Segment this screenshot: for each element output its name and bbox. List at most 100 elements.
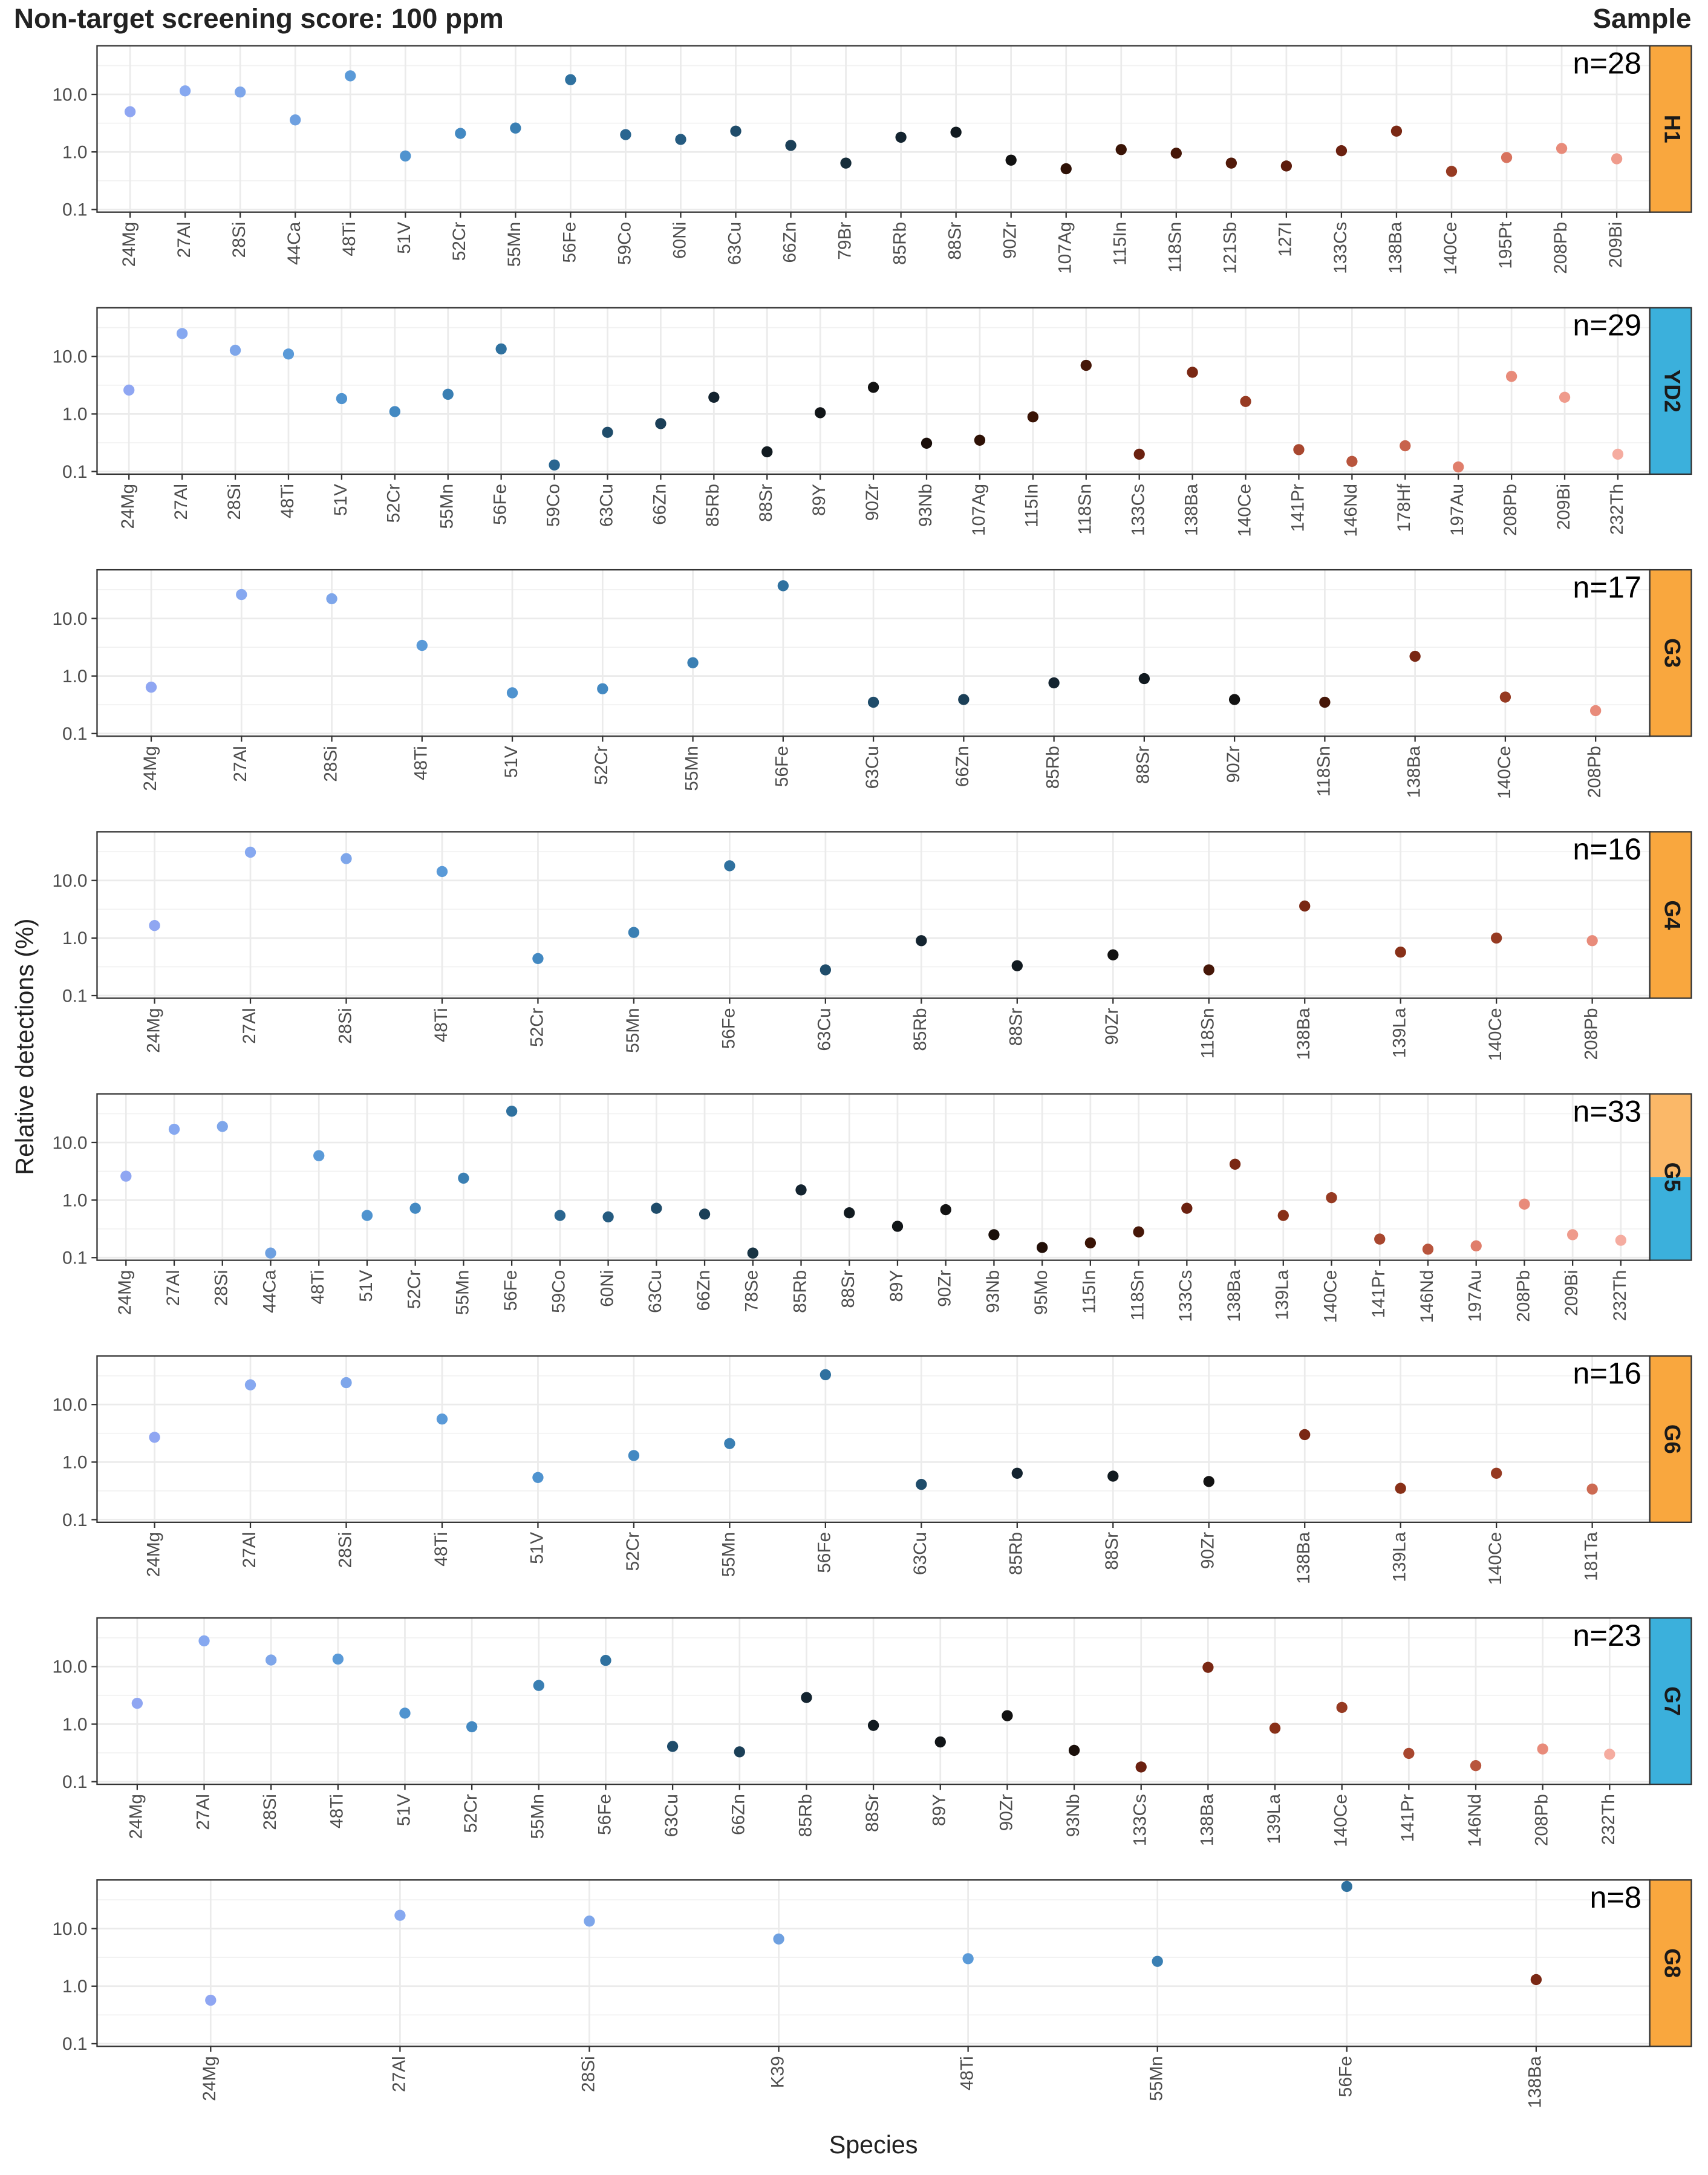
strip-border	[1649, 307, 1692, 475]
x-tick-label: 63Cu	[645, 1270, 665, 1313]
point	[597, 683, 608, 694]
point	[667, 1741, 679, 1752]
point	[506, 1106, 518, 1117]
x-tick-label: 93Nb	[983, 1270, 1003, 1313]
point	[1336, 1701, 1348, 1714]
x-tick-label: 208Pb	[1582, 1008, 1602, 1060]
x-tick-label: 24Mg	[140, 746, 160, 791]
plot-background	[97, 1355, 1650, 1522]
x-tick-label: 141Pr	[1369, 1270, 1389, 1319]
x-tick-label: 60Ni	[670, 222, 689, 259]
point	[921, 437, 933, 449]
panel-annotation: n=16	[1573, 1356, 1641, 1391]
x-tick-label: 140Ce	[1485, 1532, 1505, 1585]
point	[628, 1450, 640, 1461]
y-tick-label: 0.1	[62, 1510, 87, 1530]
x-tick-label: 59Co	[543, 484, 563, 527]
point	[602, 1211, 614, 1223]
point	[734, 1746, 745, 1758]
panel-annotation: n=17	[1573, 570, 1641, 604]
point	[1519, 1198, 1530, 1210]
y-tick-label: 0.1	[62, 1772, 87, 1792]
x-tick-label: 63Cu	[910, 1532, 930, 1575]
point	[1107, 1470, 1119, 1482]
x-tick-label: 24Mg	[143, 1532, 163, 1577]
x-tick-label: 85Rb	[703, 484, 723, 527]
point	[1202, 1661, 1214, 1673]
point	[510, 122, 521, 134]
x-tick-label: 55Mn	[528, 1794, 548, 1839]
point	[1138, 673, 1150, 685]
point	[1589, 705, 1602, 717]
point	[988, 1229, 1000, 1241]
point	[149, 920, 160, 931]
point	[1611, 153, 1623, 165]
x-tick-label: 28Si	[335, 1008, 355, 1044]
x-tick-label: 90Zr	[1102, 1008, 1122, 1045]
x-tick-label: 90Zr	[1000, 222, 1020, 259]
x-tick-label: 88Sr	[862, 1794, 882, 1832]
point	[1170, 148, 1182, 159]
x-tick-label: 139La	[1273, 1270, 1292, 1320]
x-tick-label: 51V	[394, 1794, 414, 1826]
point	[145, 681, 157, 693]
x-tick-label: 89Y	[809, 484, 829, 516]
x-tick-label: 55Mn	[437, 484, 457, 529]
x-tick-label: 208Pb	[1501, 484, 1521, 536]
point	[895, 131, 907, 143]
point	[345, 70, 356, 82]
point	[198, 1635, 210, 1647]
point	[1346, 455, 1358, 467]
point	[416, 639, 428, 651]
point	[1422, 1244, 1434, 1255]
panel-annotation: n=23	[1573, 1618, 1641, 1652]
x-tick-label: 140Ce	[1320, 1270, 1340, 1323]
point	[549, 459, 560, 471]
x-tick-label: 90Zr	[1198, 1532, 1218, 1569]
point	[168, 1123, 180, 1135]
point	[282, 348, 295, 360]
x-tick-label: 89Y	[930, 1794, 950, 1826]
x-tick-label: 56Fe	[772, 746, 792, 787]
point	[1107, 949, 1119, 960]
x-tick-label: 63Cu	[662, 1794, 682, 1837]
x-tick-label: 48Ti	[431, 1532, 451, 1567]
point	[399, 1707, 411, 1719]
point	[974, 434, 986, 446]
point	[1011, 1467, 1023, 1479]
point	[1011, 960, 1023, 971]
x-tick-label: 60Ni	[597, 1270, 617, 1307]
point	[1068, 1744, 1080, 1756]
x-tick-label: 52Cr	[449, 222, 469, 261]
plot-background	[97, 1880, 1650, 2047]
point	[1537, 1743, 1548, 1755]
point	[1293, 444, 1305, 455]
point	[724, 1438, 735, 1449]
point	[1225, 157, 1237, 169]
point	[1240, 396, 1251, 407]
point	[229, 344, 241, 356]
x-tick-label: 139La	[1264, 1794, 1284, 1844]
point	[730, 125, 742, 137]
x-tick-label: 51V	[356, 1270, 376, 1302]
point	[724, 860, 735, 872]
x-tick-label: 140Ce	[1485, 1008, 1505, 1061]
x-tick-label: 90Zr	[935, 1270, 955, 1307]
point	[1446, 166, 1458, 177]
point	[1409, 650, 1421, 662]
strip-label: H1	[1660, 115, 1684, 143]
x-tick-label: 55Mn	[1147, 2056, 1167, 2101]
x-tick-label: 209Bi	[1562, 1270, 1582, 1316]
x-tick-label: 85Rb	[910, 1008, 930, 1051]
point	[1027, 411, 1039, 423]
x-tick-label: 90Zr	[996, 1794, 1016, 1831]
y-tick-label: 0.1	[62, 986, 87, 1006]
point	[442, 388, 454, 400]
point	[506, 687, 518, 699]
point	[1084, 1237, 1097, 1249]
strip-border	[1649, 1617, 1692, 1785]
point	[217, 1121, 228, 1132]
x-tick-label: 27Al	[193, 1794, 213, 1830]
point	[1135, 1761, 1147, 1773]
x-tick-label: 24Mg	[143, 1008, 163, 1053]
